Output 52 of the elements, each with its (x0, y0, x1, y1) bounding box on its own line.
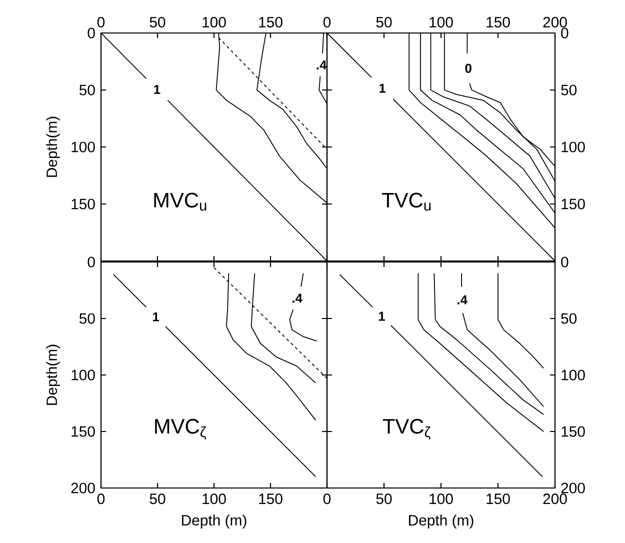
y-tick-label: 50 (79, 84, 95, 96)
y-tick-label: 200 (71, 482, 95, 494)
y-tick-label: 150 (562, 426, 585, 437)
y-tick-label: 50 (561, 84, 577, 96)
y-tick-label: 0 (561, 28, 568, 38)
annotation: MVC$_{u}$ (154, 192, 206, 211)
x-tick-label: 150 (486, 494, 510, 504)
line-series (434, 272, 544, 415)
series-label: 0 (465, 64, 472, 73)
x-tick-label: 150 (486, 16, 510, 28)
x-tick-label: 100 (202, 494, 226, 504)
x-tick-label: 100 (202, 16, 226, 28)
line-series (498, 272, 544, 369)
x-tick-label: 0 (97, 16, 105, 28)
annotation: MVC$_{ζ}$ (155, 418, 206, 440)
series-label: 1 (378, 312, 385, 321)
y-tick-label: 200 (561, 482, 585, 494)
y-tick-label: 50 (561, 313, 577, 324)
y-tick-label: 150 (72, 198, 95, 210)
y-tick-label: 100 (562, 370, 585, 380)
y-tick-label: 100 (72, 370, 95, 380)
x-tick-label: 50 (150, 16, 166, 28)
x-tick-label: 0 (97, 494, 105, 504)
y-axis-title: Depth(m) (46, 344, 60, 405)
series-label: 1 (154, 84, 160, 94)
y-tick-label: 150 (562, 198, 585, 210)
x-tick-label: 150 (259, 494, 282, 504)
series-label: 1 (380, 84, 386, 93)
x-tick-label: 100 (430, 494, 453, 504)
annotation: TVC$_{ζ}$ (382, 418, 430, 440)
y-tick-label: 0 (88, 28, 95, 38)
y-tick-label: 50 (79, 313, 95, 324)
y-tick-label: 100 (72, 142, 95, 152)
x-axis-title: Depth (m) (182, 514, 246, 529)
x-tick-label: 100 (430, 16, 453, 28)
y-tick-label: 150 (72, 426, 95, 437)
x-tick-label: 0 (323, 494, 331, 504)
y-tick-label: 0 (88, 256, 95, 268)
series-label: .4 (316, 60, 327, 70)
series-label: .4 (292, 294, 302, 303)
x-tick-label: 50 (150, 494, 166, 504)
annotation: TVC$_{u}$ (382, 192, 431, 211)
y-tick-label: 100 (562, 142, 585, 152)
x-tick-label: 50 (376, 494, 392, 504)
x-tick-label: 50 (376, 16, 392, 28)
x-axis-title: Depth (m) (409, 514, 474, 529)
series-label: 1 (153, 312, 160, 322)
x-tick-label: 0 (323, 16, 331, 28)
x-tick-label: 150 (259, 16, 282, 28)
y-tick-label: 0 (561, 256, 568, 268)
y-axis-title: Depth(m) (46, 116, 60, 177)
series-label: .4 (458, 295, 468, 304)
